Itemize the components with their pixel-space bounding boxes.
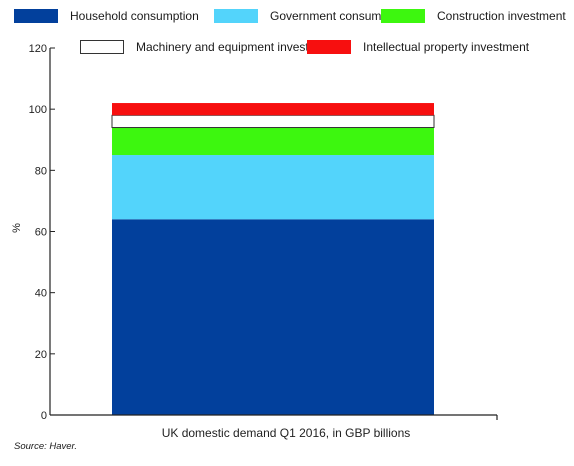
legend-swatch-government [214,9,258,23]
legend-label-government: Government consumption [270,9,408,23]
y-tick-label-60: 60 [35,227,47,239]
legend-swatch-intellectual [307,40,351,54]
bar-segment-construction-investment [112,127,434,156]
legend-label-construction: Construction investment [437,9,566,23]
legend-item-household: Household consumption [14,9,199,23]
legend-label-intellectual: Intellectual property investment [363,40,530,54]
bar-segment-government-consumption [112,155,434,220]
y-tick-label-20: 20 [35,349,47,361]
bar-segment-household-consumption [112,219,434,415]
legend-label-household: Household consumption [70,9,199,23]
bar-segment-machinery-and-equipment-investment [111,114,435,129]
legend-swatch-machinery [80,40,124,54]
source-note: Source: Haver. [14,441,78,452]
legend-item-construction: Construction investment [381,9,566,23]
legend-item-intellectual: Intellectual property investment [307,40,529,54]
y-tick-label-80: 80 [35,165,47,177]
legend-swatch-construction [381,9,425,23]
legend-label-machinery: Machinery and equipment investment [136,40,336,54]
legend-item-government: Government consumption [214,9,407,23]
y-axis-label: % [11,223,23,233]
bar-segment-intellectual-property-investment [112,103,434,116]
y-tick-label-120: 120 [29,43,47,55]
y-tick-label-100: 100 [29,104,47,116]
y-tick-label-40: 40 [35,288,47,300]
y-tick-label-0: 0 [41,410,47,422]
legend-item-machinery: Machinery and equipment investment [80,40,335,54]
x-axis-label: UK domestic demand Q1 2016, in GBP billi… [162,426,411,440]
legend-swatch-household [14,9,58,23]
